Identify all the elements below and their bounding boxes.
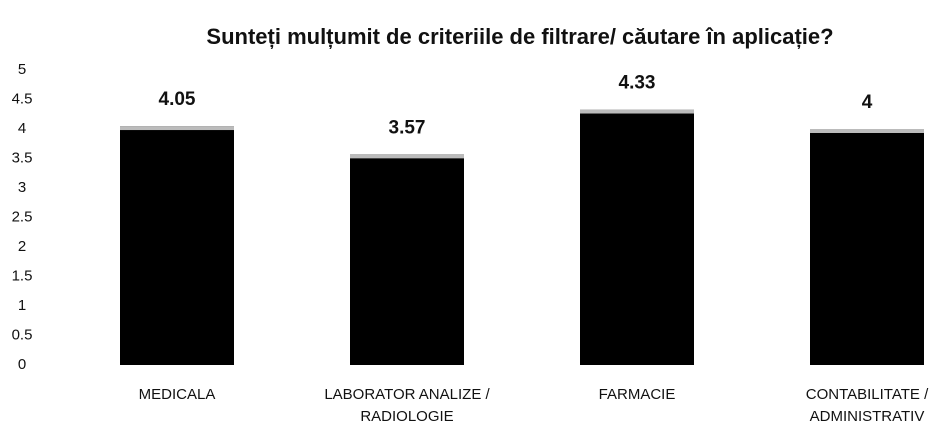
x-tick-label: MEDICALA (138, 386, 216, 403)
chart-title: Sunteți mulțumit de criteriile de filtra… (206, 24, 833, 49)
value-label: 4.05 (159, 89, 196, 110)
bar-top-bevel (810, 129, 924, 133)
value-label: 4.33 (619, 73, 656, 94)
y-tick-label: 2.5 (12, 208, 33, 225)
x-tick-label: LABORATOR ANALIZE / RADIOLOGIE (324, 386, 490, 425)
y-tick-label: 1 (18, 297, 26, 314)
y-tick-label: 3 (18, 179, 26, 196)
x-tick-label: FARMACIE (598, 386, 676, 403)
bar-top-bevel (120, 126, 234, 131)
value-label: 4 (862, 92, 873, 113)
y-tick-label: 1.5 (12, 267, 33, 284)
bar (810, 129, 924, 365)
bar-top-bevel (580, 109, 694, 114)
bar-top-bevel (350, 154, 464, 159)
bar (580, 109, 694, 365)
y-tick-label: 3.5 (12, 149, 33, 166)
y-tick-label: 2 (18, 238, 26, 255)
x-tick-label: CONTABILITATE / ADMINISTRATIV (805, 386, 929, 425)
value-label: 3.57 (389, 117, 426, 138)
y-tick-label: 4 (18, 120, 26, 137)
bar (120, 126, 234, 365)
y-tick-label: 5 (18, 61, 26, 78)
bar (350, 154, 464, 365)
y-tick-label: 4.5 (12, 90, 33, 107)
y-tick-label: 0.5 (12, 326, 33, 343)
y-tick-label: 0 (18, 356, 26, 373)
